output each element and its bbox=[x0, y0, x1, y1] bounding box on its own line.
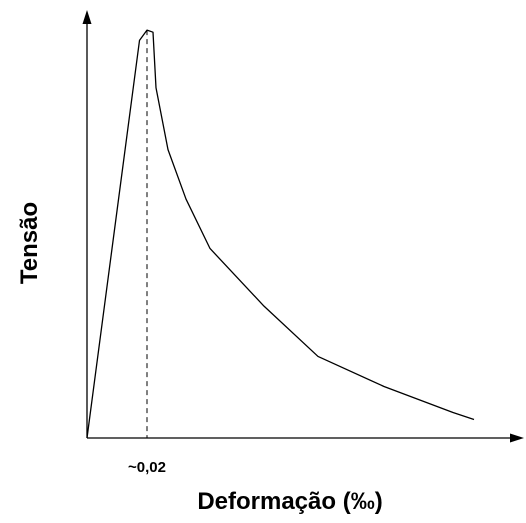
y-axis-arrow bbox=[82, 10, 92, 24]
stress-strain-curve bbox=[86, 29, 475, 439]
x-axis-arrow bbox=[510, 433, 524, 443]
x-tick-label: ~0,02 bbox=[128, 459, 166, 476]
y-axis-label: Tensão bbox=[16, 202, 43, 284]
x-axis-label: Deformação (‰) bbox=[197, 488, 382, 515]
